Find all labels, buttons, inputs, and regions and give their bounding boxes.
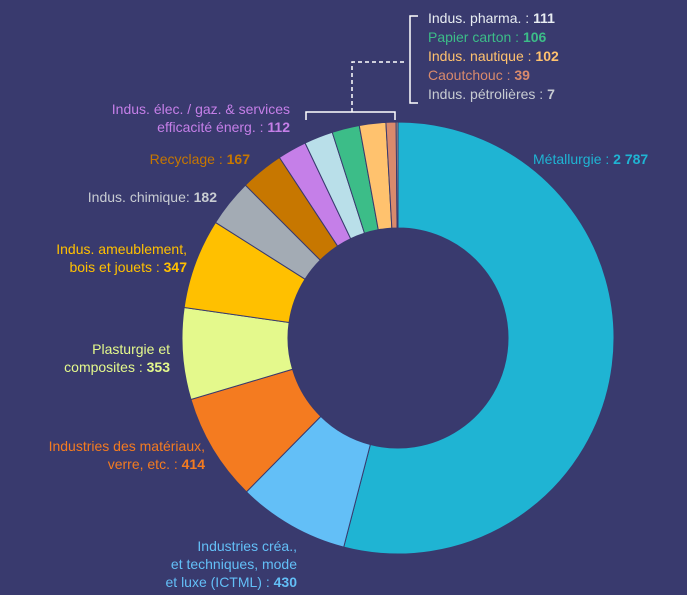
slice-value: 112	[267, 119, 290, 135]
slice-name: Caoutchouc :	[428, 67, 515, 83]
slice-name: Papier carton :	[428, 29, 523, 45]
slice-value: 39	[514, 67, 530, 83]
donut-slice	[343, 121, 615, 555]
slice-value: 7	[547, 86, 555, 102]
slice-name: Industries créa., et techniques, mode et…	[165, 538, 298, 590]
bracket-upper	[409, 15, 418, 104]
slice-label: Plasturgie et composites : 353	[64, 340, 170, 376]
slice-name: Industries des matériaux, verre, etc. :	[48, 438, 205, 472]
slice-name: Indus. chimique:	[87, 189, 194, 205]
slice-label: Indus. chimique: 182	[88, 188, 217, 206]
slice-name: Indus. nautique :	[428, 48, 536, 64]
bracket	[305, 15, 418, 120]
slice-label: Papier carton : 106	[428, 28, 546, 46]
slice-value: 102	[535, 48, 559, 64]
slice-label: Indus. pharma. : 111	[428, 9, 555, 27]
slice-value: 2 787	[613, 151, 649, 167]
bracket-link	[351, 61, 405, 112]
slice-value: 353	[146, 359, 170, 375]
slice-name: Recyclage :	[149, 151, 227, 167]
slice-value: 347	[163, 259, 187, 275]
slice-label: Indus. ameublement, bois et jouets : 347	[56, 240, 187, 276]
slice-label: Caoutchouc : 39	[428, 66, 530, 84]
donut-slice	[395, 121, 399, 229]
slice-label: Métallurgie : 2 787	[533, 150, 648, 168]
slice-value: 106	[522, 29, 547, 45]
slice-label: Indus. élec. / gaz. & services efficacit…	[112, 100, 290, 136]
slice-value: 430	[273, 574, 297, 590]
slice-name: Indus. pétrolières :	[428, 86, 548, 102]
slice-name: Indus. ameublement, bois et jouets :	[56, 241, 187, 275]
slice-name: Indus. élec. / gaz. & services efficacit…	[111, 101, 290, 135]
bracket-lower	[305, 111, 396, 120]
slice-label: Industries créa., et techniques, mode et…	[166, 537, 298, 591]
slice-value: 167	[226, 151, 250, 167]
slice-label: Industries des matériaux, verre, etc. : …	[49, 437, 205, 473]
slice-name: Indus. pharma. :	[428, 10, 534, 26]
slice-value: 111	[533, 10, 555, 26]
slice-name: Métallurgie :	[533, 151, 614, 167]
slice-label: Indus. nautique : 102	[428, 47, 559, 65]
slice-name: Plasturgie et composites :	[64, 341, 170, 375]
slice-label: Recyclage : 167	[150, 150, 250, 168]
slice-value: 414	[181, 456, 205, 472]
slice-label: Indus. pétrolières : 7	[428, 85, 555, 103]
slice-value: 182	[193, 189, 217, 205]
